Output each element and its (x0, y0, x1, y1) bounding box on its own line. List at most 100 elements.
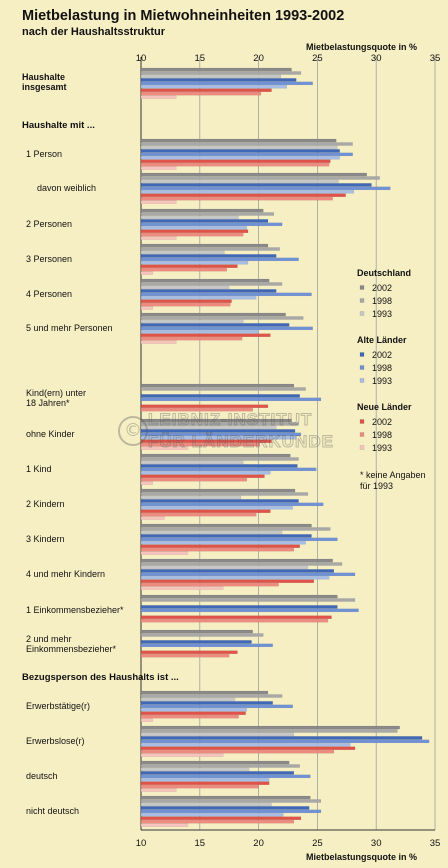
bar (140, 166, 177, 170)
bar (140, 704, 293, 709)
bar (140, 502, 324, 507)
bar (140, 425, 277, 430)
legend-label: 1998 (372, 430, 392, 440)
legend-label: 1993 (372, 376, 392, 386)
row-label: 1 Kind (26, 464, 52, 474)
bar (140, 439, 272, 443)
bar (140, 481, 153, 485)
legend-footnote: für 1993 (360, 481, 393, 491)
chart-title: Mietbelastung in Mietwohneinheiten 1993-… (22, 8, 345, 24)
bar (140, 650, 238, 654)
row-label: 2 Kindern (26, 499, 65, 509)
bar (140, 701, 273, 705)
row-label: 4 und mehr Kindern (26, 569, 105, 579)
bar (140, 788, 177, 792)
bar (140, 785, 259, 789)
bar (140, 694, 283, 698)
bar (140, 243, 269, 248)
bar (140, 92, 262, 96)
bar (140, 236, 177, 240)
tick-label-bottom: 30 (371, 838, 382, 849)
bar (140, 149, 340, 153)
bar (140, 516, 165, 520)
bar (140, 753, 224, 757)
bar (140, 629, 253, 634)
bar (140, 138, 337, 143)
bar (140, 95, 177, 99)
bar (140, 193, 346, 197)
bar (140, 183, 372, 187)
bar (140, 394, 300, 398)
bar (140, 267, 227, 272)
bar (140, 562, 343, 566)
bar (140, 640, 252, 644)
x-axis-title-top: Mietbelastungsquote in % (306, 42, 418, 52)
legend-title: Neue Länder (357, 402, 412, 412)
row-label: 3 Kindern (26, 534, 65, 544)
bar (140, 422, 299, 426)
bar (140, 499, 299, 503)
bar (140, 264, 238, 268)
tick-label-bottom: 10 (136, 838, 147, 849)
bar (140, 527, 331, 531)
bar (140, 579, 315, 583)
bar (140, 736, 423, 740)
bar (140, 226, 247, 230)
bar (140, 806, 310, 810)
bar (140, 583, 279, 587)
bar (140, 232, 244, 237)
bar (140, 457, 299, 461)
legend-label: 1998 (372, 363, 392, 373)
legend-swatch (359, 378, 365, 383)
bar (140, 495, 242, 500)
bar (140, 544, 300, 548)
bar (140, 594, 338, 599)
tick-label-bottom: 20 (253, 838, 264, 849)
bar (140, 565, 309, 570)
bar (140, 323, 290, 327)
bar (140, 156, 340, 160)
bar (140, 190, 355, 194)
bar (140, 795, 311, 800)
bar (140, 619, 329, 623)
bar (140, 697, 236, 702)
row-label: insgesamt (22, 82, 67, 92)
bar (140, 162, 330, 167)
bar (140, 523, 312, 528)
bar (140, 442, 260, 447)
bar (140, 537, 338, 542)
row-label: deutsch (26, 771, 58, 781)
bar (140, 548, 295, 552)
bar (140, 764, 300, 768)
bar (140, 541, 306, 545)
row-label: 1 Einkommensbezieher* (26, 605, 124, 615)
bar (140, 781, 270, 785)
bar (140, 289, 277, 293)
bar (140, 397, 322, 402)
bar (140, 78, 297, 82)
bar (140, 208, 264, 213)
bar (140, 306, 153, 310)
bar (140, 654, 230, 658)
legend-swatch (359, 311, 365, 316)
bar (140, 492, 309, 496)
legend-swatch (359, 432, 365, 437)
bar (140, 429, 296, 433)
legend-swatch (359, 352, 365, 357)
tick-label-bottom: 15 (195, 838, 206, 849)
bar (140, 333, 271, 337)
bar (140, 299, 232, 303)
bar (140, 219, 269, 223)
bar (140, 316, 304, 320)
bar (140, 729, 398, 733)
bar (140, 200, 177, 204)
bar (140, 296, 257, 300)
bar (140, 551, 189, 555)
bar (140, 799, 322, 803)
row-label: Erwerbslose(r) (26, 736, 85, 746)
bar (140, 460, 244, 465)
bar (140, 767, 250, 772)
bar (140, 302, 231, 307)
